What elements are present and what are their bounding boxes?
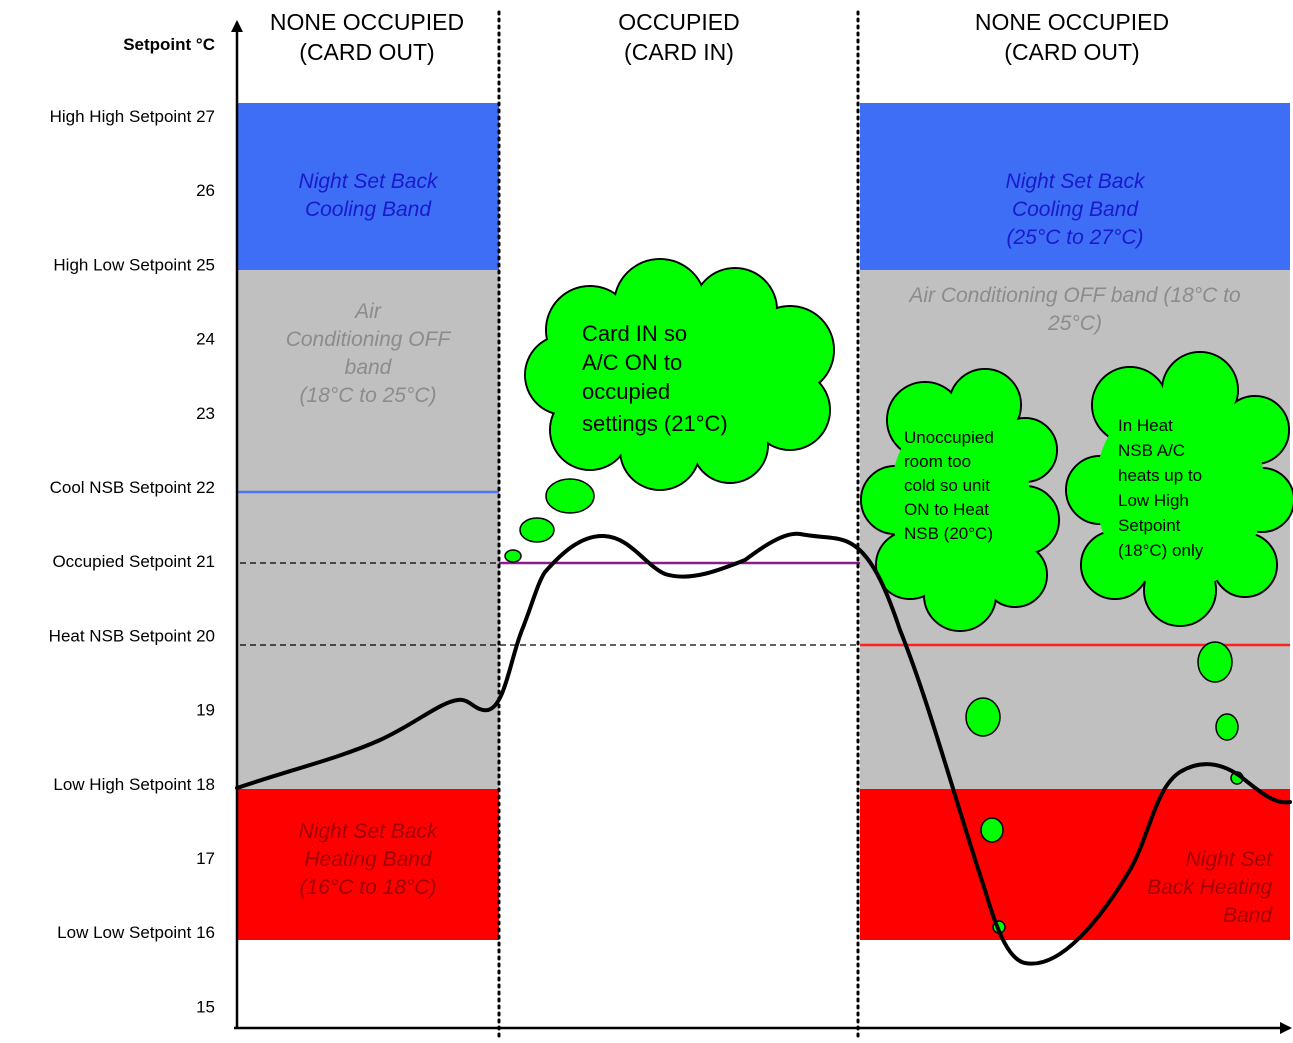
cloud-occupied: Card IN so A/C ON to occupied settings (… bbox=[524, 258, 835, 491]
cloud-line: heats up to bbox=[1118, 466, 1202, 485]
y-tick-label: 19 bbox=[196, 701, 215, 720]
band-label-line: Night Set Back bbox=[299, 170, 439, 193]
right-heating-band bbox=[860, 789, 1290, 940]
cloud-line: NSB A/C bbox=[1118, 441, 1185, 460]
bubble-dot bbox=[965, 697, 1001, 737]
band-label-line: 25°C) bbox=[1047, 312, 1102, 335]
temperature-curve bbox=[235, 531, 1292, 966]
right-off-band-label: Air Conditioning OFF band (18°C to 25°C) bbox=[907, 284, 1241, 335]
cloud-line: NSB (20°C) bbox=[904, 524, 993, 543]
bubble-dot bbox=[1197, 641, 1233, 683]
left-heating-band-label: Night Set Back Heating Band (16°C to 18°… bbox=[299, 820, 439, 899]
y-tick-label: 17 bbox=[196, 849, 215, 868]
right-cooling-band bbox=[860, 103, 1290, 270]
y-tick-label: 23 bbox=[196, 404, 215, 423]
right-heating-band-label: Night Set Back Heating Band bbox=[1147, 848, 1273, 927]
cloud-heat-nsb: In Heat NSB A/C heats up to Low High Set… bbox=[1065, 351, 1293, 627]
cloud-line: settings (21°C) bbox=[582, 411, 728, 436]
y-tick-label: Low Low Setpoint 16 bbox=[57, 923, 215, 942]
cloud-line: A/C ON to bbox=[582, 350, 682, 375]
cloud-line: cold so unit bbox=[904, 476, 990, 495]
cloud-line: (18°C) only bbox=[1118, 541, 1204, 560]
bubble-dot bbox=[1215, 713, 1239, 741]
y-tick-label: High High Setpoint 27 bbox=[50, 107, 215, 126]
bubble-dot bbox=[545, 478, 595, 514]
band-label-line: Night Set Back bbox=[299, 820, 439, 843]
band-label-line: Conditioning OFF bbox=[286, 328, 452, 351]
band-label-line: Back Heating bbox=[1147, 876, 1272, 899]
cloud-line: ON to Heat bbox=[904, 500, 989, 519]
y-axis-title: Setpoint °C bbox=[123, 35, 215, 54]
y-tick-labels: High High Setpoint 27 26 High Low Setpoint… bbox=[49, 107, 215, 1016]
band-label-line: Heating Band bbox=[304, 848, 433, 871]
y-tick-label: 24 bbox=[196, 330, 215, 349]
y-tick-label: Occupied Setpoint 21 bbox=[52, 552, 215, 571]
cloud-line: Card IN so bbox=[582, 321, 687, 346]
right-cooling-band-label: Night Set Back Cooling Band (25°C to 27°… bbox=[1006, 170, 1146, 249]
left-off-band-label: Air Conditioning OFF band (18°C to 25°C) bbox=[286, 300, 452, 407]
left-heating-band bbox=[237, 789, 499, 940]
y-tick-label: High Low Setpoint 25 bbox=[53, 255, 215, 274]
header-right-line1: NONE OCCUPIED bbox=[975, 9, 1169, 35]
cloud-line: Low High bbox=[1118, 491, 1189, 510]
band-label-line: band bbox=[345, 356, 393, 379]
bubble-dot bbox=[519, 517, 555, 543]
header-left-line1: NONE OCCUPIED bbox=[270, 9, 464, 35]
y-tick-label: Heat NSB Setpoint 20 bbox=[49, 626, 215, 645]
band-label-line: (25°C to 27°C) bbox=[1006, 226, 1143, 249]
header-right-line2: (CARD OUT) bbox=[1004, 39, 1139, 65]
band-label-line: Cooling Band bbox=[1012, 198, 1139, 221]
band-label-line: (16°C to 18°C) bbox=[299, 876, 436, 899]
cloud-line: occupied bbox=[582, 379, 670, 404]
cloud-unoccupied: Unoccupied room too cold so unit ON to H… bbox=[860, 368, 1060, 632]
header-left-line2: (CARD OUT) bbox=[299, 39, 434, 65]
band-label-line: Cooling Band bbox=[305, 198, 432, 221]
band-label-line: Air bbox=[353, 300, 382, 323]
left-off-band bbox=[237, 270, 499, 789]
band-label-line: Night Set Back bbox=[1006, 170, 1146, 193]
left-cooling-band-label: Night Set Back Cooling Band bbox=[299, 170, 439, 221]
left-cooling-band bbox=[237, 103, 499, 270]
bubble-dot bbox=[980, 817, 1004, 843]
y-tick-label: 26 bbox=[196, 181, 215, 200]
header-middle-line1: OCCUPIED bbox=[618, 9, 739, 35]
band-label-line: Band bbox=[1223, 904, 1273, 927]
cloud-line: Unoccupied bbox=[904, 428, 994, 447]
y-tick-label: Low High Setpoint 18 bbox=[53, 775, 215, 794]
y-tick-label: 15 bbox=[196, 997, 215, 1016]
band-label-line: (18°C to 25°C) bbox=[299, 384, 436, 407]
y-tick-label: Cool NSB Setpoint 22 bbox=[50, 478, 215, 497]
band-label-line: Air Conditioning OFF band (18°C to bbox=[907, 284, 1241, 307]
cloud-line: In Heat bbox=[1118, 416, 1173, 435]
header-middle-line2: (CARD IN) bbox=[624, 39, 734, 65]
bubble-dot bbox=[504, 549, 522, 563]
cloud-line: Setpoint bbox=[1118, 516, 1181, 535]
cloud-line: room too bbox=[904, 452, 971, 471]
band-label-line: Night Set bbox=[1186, 848, 1274, 871]
